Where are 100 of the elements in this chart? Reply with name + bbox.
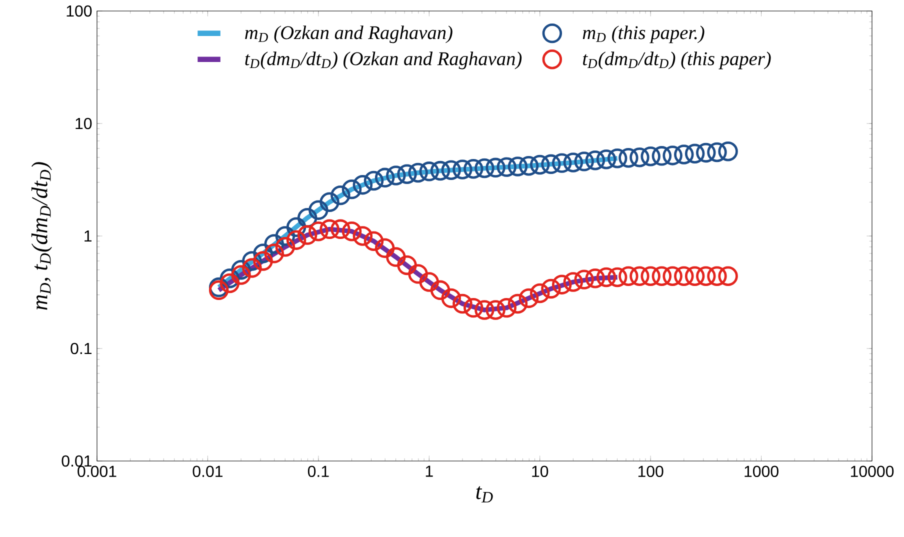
point	[419, 272, 440, 292]
point	[563, 152, 584, 172]
point	[342, 221, 362, 242]
point	[397, 164, 417, 184]
point	[718, 142, 738, 162]
point	[508, 294, 528, 314]
point	[596, 267, 616, 288]
x-tick-label: 100	[638, 466, 664, 478]
point	[452, 160, 472, 180]
x-tick-label: 0.01	[192, 466, 222, 478]
point	[419, 162, 440, 182]
point	[684, 144, 705, 164]
legend-label: t$_{D}$(dm$_{D}$/dt$_{D}$) (this paper)	[583, 52, 771, 70]
point	[496, 157, 516, 177]
point	[242, 251, 262, 271]
point	[552, 153, 572, 173]
point	[718, 266, 738, 286]
x-tick-label: 10	[532, 466, 548, 478]
point	[486, 300, 506, 320]
x-tick-label: 0.1	[308, 466, 329, 478]
point	[640, 146, 660, 166]
point	[352, 226, 373, 246]
point	[364, 231, 384, 252]
point	[220, 273, 240, 294]
point	[308, 221, 328, 242]
point	[585, 268, 606, 288]
point	[386, 166, 406, 186]
point	[231, 265, 251, 285]
y-tick-label: 1	[84, 230, 92, 242]
point	[530, 283, 550, 304]
point	[430, 280, 450, 300]
point	[220, 268, 240, 288]
point	[286, 230, 306, 250]
point	[364, 170, 384, 191]
point	[374, 168, 395, 188]
point	[630, 148, 650, 168]
point	[630, 266, 650, 286]
point	[607, 267, 628, 288]
point	[552, 274, 572, 294]
text: m$_{D}$, t$_{D}$(dm$_{D}$/dt$_{D}$)	[31, 162, 52, 310]
x-tick-label: 1000	[744, 466, 778, 478]
point	[253, 251, 273, 271]
point	[652, 146, 672, 166]
point	[707, 266, 727, 286]
point	[674, 144, 694, 164]
point	[652, 266, 672, 286]
point	[452, 294, 472, 314]
x-tick-label: 1	[426, 466, 433, 477]
point	[320, 192, 340, 212]
y-tick-label: 10	[76, 118, 92, 130]
point	[231, 260, 251, 280]
point	[684, 266, 705, 286]
point	[320, 219, 340, 240]
point	[374, 238, 395, 258]
y-tick-label: 0.01	[62, 455, 92, 467]
point	[640, 266, 660, 286]
point	[707, 142, 727, 162]
point	[386, 247, 406, 267]
point	[618, 266, 638, 286]
point	[430, 160, 450, 181]
x-tick-label: 0.001	[78, 466, 116, 478]
point	[574, 152, 594, 172]
point	[618, 148, 638, 168]
point	[530, 154, 550, 175]
x-axis-title: t$_{D}$	[476, 486, 493, 502]
point	[518, 288, 539, 308]
point	[496, 298, 516, 318]
point	[264, 244, 284, 264]
point	[486, 158, 506, 178]
point	[297, 208, 318, 228]
point	[464, 298, 484, 318]
point	[275, 237, 296, 257]
point	[397, 255, 417, 276]
point	[441, 160, 461, 180]
point	[464, 159, 484, 179]
point	[330, 219, 350, 240]
point	[474, 300, 494, 320]
point	[696, 142, 716, 163]
point	[441, 288, 461, 308]
point	[662, 266, 682, 286]
point	[275, 226, 296, 246]
point	[563, 272, 584, 292]
point	[242, 258, 262, 278]
legend-label: m$_{D}$ (Ozkan and Raghavan)	[245, 26, 452, 44]
point	[408, 264, 428, 284]
point	[286, 217, 306, 237]
point	[607, 148, 628, 168]
point	[253, 244, 273, 264]
point	[264, 234, 284, 254]
point	[352, 174, 373, 195]
point	[408, 162, 428, 183]
legend-label: t$_{D}$(dm$_{D}$/dt$_{D}$) (Ozkan and Raghavan)	[245, 52, 522, 70]
point	[342, 179, 362, 200]
point	[596, 149, 616, 170]
point	[585, 150, 606, 170]
point	[330, 185, 350, 206]
point	[674, 266, 694, 286]
point	[297, 225, 318, 245]
point	[518, 156, 539, 176]
point	[308, 200, 328, 220]
